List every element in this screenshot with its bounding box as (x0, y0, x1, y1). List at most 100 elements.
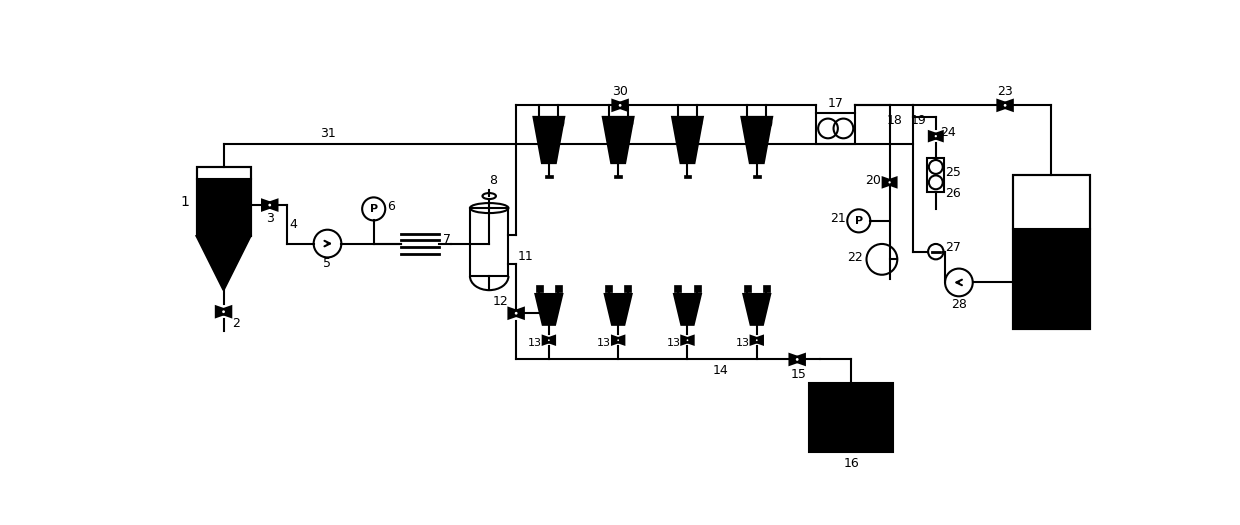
Circle shape (755, 338, 759, 342)
Circle shape (1003, 103, 1008, 108)
Polygon shape (508, 308, 523, 319)
Bar (470, 208, 508, 276)
Polygon shape (543, 336, 556, 344)
Polygon shape (743, 294, 770, 325)
Text: 19: 19 (910, 114, 926, 127)
Bar (614, 175, 622, 179)
Polygon shape (681, 336, 693, 344)
Polygon shape (790, 354, 805, 365)
Circle shape (547, 338, 551, 342)
Text: 13: 13 (667, 338, 681, 348)
Polygon shape (508, 308, 523, 319)
Polygon shape (929, 131, 942, 141)
Bar (816, 113, 854, 144)
Text: 3: 3 (265, 212, 274, 225)
Bar (744, 285, 750, 292)
Circle shape (686, 338, 689, 342)
Polygon shape (605, 294, 631, 325)
Bar (556, 285, 562, 292)
Text: 25: 25 (945, 166, 961, 179)
Bar (763, 285, 770, 292)
Polygon shape (216, 306, 231, 317)
Bar (1013, 228, 1090, 329)
Text: 13: 13 (528, 338, 542, 348)
Text: 9: 9 (536, 119, 543, 129)
Text: 8: 8 (489, 174, 497, 187)
Text: 31: 31 (320, 128, 335, 140)
Polygon shape (262, 200, 278, 211)
Polygon shape (216, 306, 231, 317)
Circle shape (618, 103, 622, 108)
Text: 6: 6 (387, 200, 396, 213)
Text: 15: 15 (791, 369, 807, 381)
Text: 17: 17 (828, 97, 843, 110)
Text: 13: 13 (598, 338, 611, 348)
Bar (683, 175, 692, 179)
Text: 28: 28 (951, 298, 967, 310)
Text: 14: 14 (712, 364, 728, 377)
Circle shape (888, 180, 892, 185)
Bar (808, 383, 894, 452)
Text: 24: 24 (940, 126, 956, 139)
Polygon shape (750, 336, 763, 344)
Bar (197, 167, 250, 236)
Polygon shape (197, 236, 250, 290)
Polygon shape (262, 200, 278, 211)
Text: 10: 10 (759, 119, 774, 129)
Text: P: P (370, 204, 378, 214)
Polygon shape (613, 336, 624, 344)
Text: 10: 10 (552, 119, 565, 129)
Circle shape (268, 203, 273, 207)
Polygon shape (997, 100, 1013, 111)
Circle shape (513, 311, 518, 316)
Text: 4: 4 (290, 218, 298, 231)
Circle shape (795, 357, 800, 362)
Circle shape (221, 309, 226, 314)
Bar (605, 285, 613, 292)
Bar (197, 180, 250, 236)
Polygon shape (536, 294, 563, 325)
Text: 9: 9 (605, 119, 613, 129)
Text: 20: 20 (864, 174, 880, 186)
Polygon shape (603, 117, 634, 163)
Text: 5: 5 (324, 257, 331, 270)
Polygon shape (613, 100, 627, 111)
Bar (1013, 175, 1090, 329)
Polygon shape (790, 354, 805, 365)
Text: 1: 1 (181, 195, 190, 208)
Text: 16: 16 (843, 457, 859, 470)
Polygon shape (613, 100, 627, 111)
Text: 10: 10 (621, 119, 635, 129)
Text: 27: 27 (945, 242, 961, 254)
Circle shape (616, 338, 620, 342)
Bar (753, 175, 760, 179)
Text: 2: 2 (232, 317, 239, 330)
Polygon shape (883, 177, 897, 187)
Polygon shape (613, 336, 624, 344)
Text: 13: 13 (735, 338, 750, 348)
Bar (1013, 175, 1090, 228)
Polygon shape (750, 336, 763, 344)
Text: P: P (854, 216, 863, 226)
Text: 12: 12 (492, 295, 508, 308)
Bar (693, 285, 701, 292)
Bar (675, 285, 681, 292)
Polygon shape (883, 177, 897, 187)
Bar (536, 285, 543, 292)
Text: 22: 22 (847, 250, 863, 264)
Bar (546, 175, 553, 179)
Polygon shape (681, 336, 693, 344)
Bar (197, 167, 250, 180)
Text: 18: 18 (887, 114, 903, 127)
Bar (624, 285, 631, 292)
Ellipse shape (482, 193, 496, 199)
Polygon shape (742, 117, 773, 163)
Text: 7: 7 (443, 233, 451, 246)
Polygon shape (533, 117, 564, 163)
Polygon shape (997, 100, 1013, 111)
Text: 29: 29 (1043, 299, 1060, 312)
Text: 11: 11 (517, 250, 533, 262)
Text: 21: 21 (830, 212, 846, 225)
Text: 9: 9 (675, 119, 682, 129)
Polygon shape (675, 294, 701, 325)
